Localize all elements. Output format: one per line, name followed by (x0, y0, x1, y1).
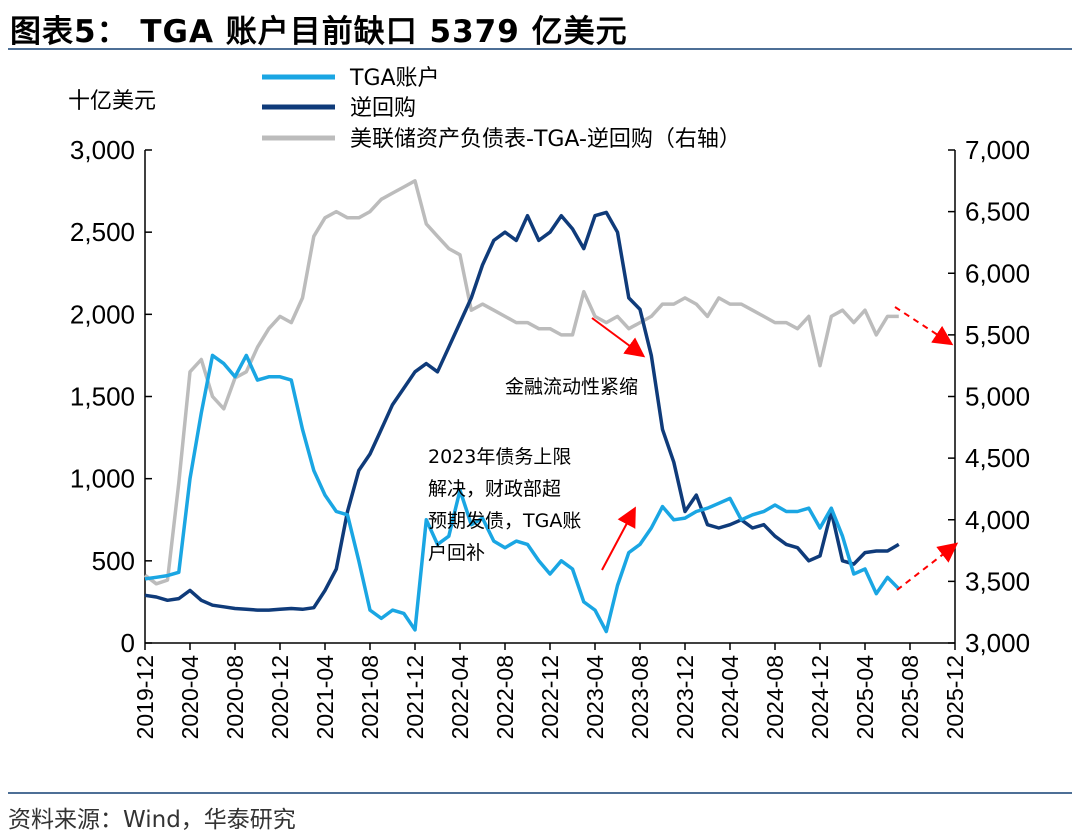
x-tick-label: 2024-04 (717, 655, 743, 740)
x-tick-label: 2024-12 (807, 655, 833, 739)
annotation-debt-ceiling-line-3: 预期发债，TGA账 (428, 510, 581, 532)
figure-title: 图表5： TGA 账户目前缺口 5379 亿美元 (10, 14, 628, 50)
x-axis-ticks: 2019-12 2020-04 2020-08 2020-12 2021-04 2021-… (132, 643, 968, 739)
left-axis-ticks: 0 500 1,000 1,500 2,000 2,500 3,000 (70, 135, 152, 658)
left-tick-label: 500 (92, 546, 135, 576)
legend-label-fed-net: 美联储资产负债表-TGA-逆回购（右轴） (350, 127, 741, 152)
x-tick-label: 2022-08 (492, 655, 518, 739)
footer-divider (8, 792, 1072, 794)
x-tick-label: 2025-04 (852, 655, 878, 740)
legend-label-tga: TGA账户 (349, 66, 440, 91)
x-tick-label: 2020-04 (177, 655, 203, 740)
x-tick-label: 2023-04 (582, 655, 608, 740)
legend-label-rrp: 逆回购 (350, 96, 416, 121)
annotation-liquidity-tightening: 金融流动性紧缩 (505, 376, 638, 398)
x-tick-label: 2023-12 (672, 655, 698, 739)
x-tick-label: 2022-04 (447, 655, 473, 740)
left-tick-label: 1,000 (70, 464, 135, 494)
x-tick-label: 2020-12 (267, 655, 293, 739)
annotation-debt-ceiling-line-1: 2023年债务上限 (428, 446, 571, 468)
left-tick-label: 0 (121, 628, 135, 658)
x-tick-label: 2023-08 (627, 655, 653, 739)
x-tick-label: 2020-08 (222, 655, 248, 739)
right-tick-label: 3,500 (965, 566, 1030, 596)
projection-arrow-down (894, 306, 954, 346)
left-tick-label: 2,000 (70, 299, 135, 329)
series-line-tga (144, 353, 901, 634)
left-tick-label: 3,000 (70, 135, 135, 165)
right-tick-label: 3,000 (965, 628, 1030, 658)
x-tick-label: 2021-04 (312, 655, 338, 740)
right-tick-label: 5,500 (965, 320, 1030, 350)
legend: TGA账户 逆回购 美联储资产负债表-TGA-逆回购（右轴） (262, 66, 741, 152)
right-tick-label: 6,500 (965, 197, 1030, 227)
left-tick-label: 2,500 (70, 217, 135, 247)
x-tick-label: 2025-08 (897, 655, 923, 739)
x-tick-label: 2021-08 (357, 655, 383, 739)
projection-arrow-up (896, 542, 959, 591)
title-divider (8, 48, 1072, 50)
left-axis-unit: 十亿美元 (68, 89, 156, 114)
series-line-fed-net (143, 179, 899, 586)
right-tick-label: 5,000 (965, 382, 1030, 412)
x-tick-label: 2024-08 (762, 655, 788, 739)
x-tick-label: 2021-12 (402, 655, 428, 739)
right-tick-label: 6,000 (965, 258, 1030, 288)
right-axis-ticks: 3,000 3,500 4,000 4,500 5,000 5,500 6,000 6,500… (948, 135, 1030, 658)
arrow-tga-refill (601, 506, 636, 571)
source-note: 资料来源：Wind，华泰研究 (8, 807, 296, 833)
chart-canvas: 0 500 1,000 1,500 2,000 2,500 3,000 3,000 3,500… (68, 66, 1030, 739)
annotation-debt-ceiling: 2023年债务上限 解决，财政部超 预期发债，TGA账 户回补 (428, 446, 581, 564)
right-tick-label: 4,000 (965, 505, 1030, 535)
x-tick-label: 2019-12 (132, 655, 158, 739)
x-tick-label: 2022-12 (537, 655, 563, 739)
right-tick-label: 7,000 (965, 135, 1030, 165)
right-tick-label: 4,500 (965, 443, 1030, 473)
arrow-liquidity-down (591, 317, 646, 358)
annotation-debt-ceiling-line-4: 户回补 (428, 542, 485, 564)
x-tick-label: 2025-12 (942, 655, 968, 739)
left-tick-label: 1,500 (70, 382, 135, 412)
annotation-debt-ceiling-line-2: 解决，财政部超 (428, 478, 561, 500)
series-line-rrp (144, 210, 900, 612)
series-layer (143, 179, 901, 634)
